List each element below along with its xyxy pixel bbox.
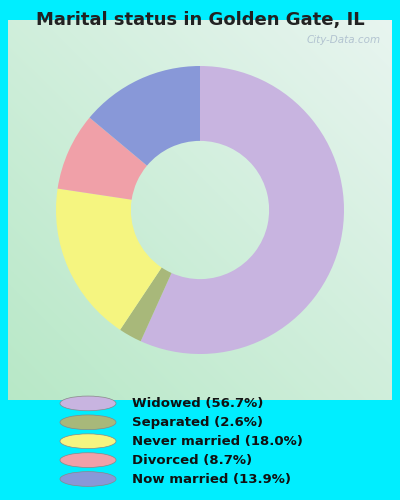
Text: Never married (18.0%): Never married (18.0%) <box>132 434 303 448</box>
Text: Separated (2.6%): Separated (2.6%) <box>132 416 263 429</box>
Circle shape <box>60 396 116 411</box>
Text: City-Data.com: City-Data.com <box>306 35 380 45</box>
Circle shape <box>60 415 116 430</box>
Wedge shape <box>58 118 147 200</box>
Text: Now married (13.9%): Now married (13.9%) <box>132 472 291 486</box>
Text: Marital status in Golden Gate, IL: Marital status in Golden Gate, IL <box>36 11 364 29</box>
Circle shape <box>60 434 116 448</box>
Wedge shape <box>90 66 200 166</box>
Wedge shape <box>56 188 162 330</box>
Circle shape <box>60 472 116 486</box>
Circle shape <box>60 453 116 468</box>
Wedge shape <box>141 66 344 354</box>
Text: Widowed (56.7%): Widowed (56.7%) <box>132 397 263 410</box>
Text: Divorced (8.7%): Divorced (8.7%) <box>132 454 252 466</box>
Wedge shape <box>120 268 172 341</box>
